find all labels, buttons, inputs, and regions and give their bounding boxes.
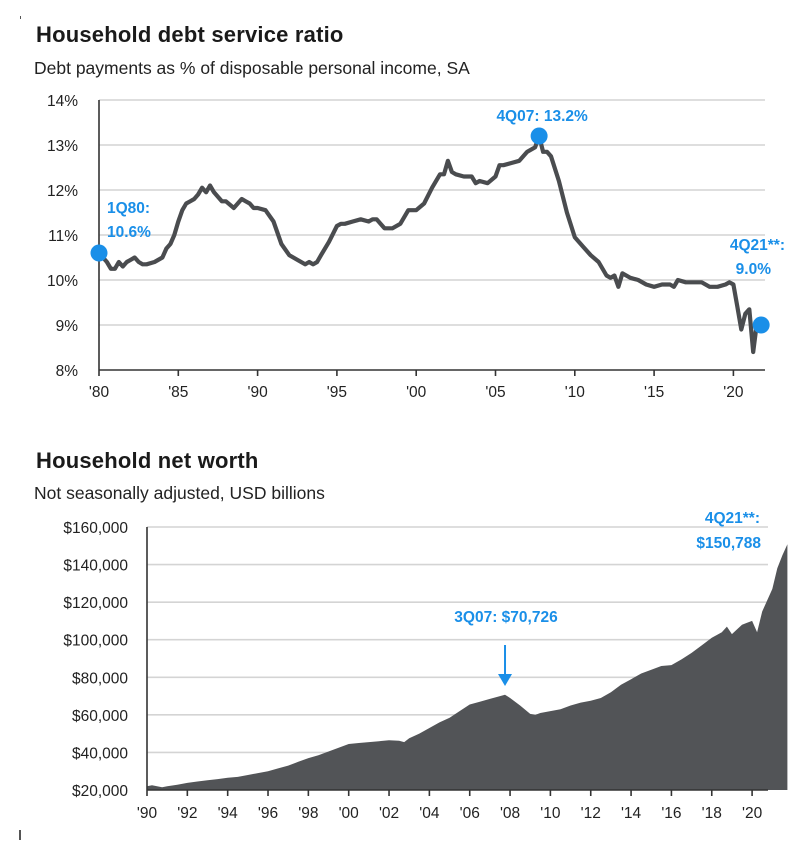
x-tick-label: '20 — [723, 384, 744, 401]
y-tick-label: 10% — [47, 273, 78, 290]
annotation-arrow-head — [498, 674, 513, 686]
networth-chart-title: Household net worth — [36, 448, 259, 473]
y-tick-label: 13% — [47, 138, 78, 155]
x-tick-label: '15 — [644, 384, 664, 401]
stray-mark — [20, 16, 21, 19]
x-tick-label: '85 — [168, 384, 188, 401]
x-tick-label: '95 — [327, 384, 347, 401]
highlight-marker — [752, 316, 770, 334]
x-tick-label: '10 — [540, 805, 561, 822]
y-tick-label: $20,000 — [72, 783, 128, 800]
x-tick-label: '02 — [379, 805, 399, 822]
y-tick-label: 11% — [48, 228, 78, 245]
x-tick-label: '06 — [460, 805, 480, 822]
annotation-label: 10.6% — [107, 224, 151, 241]
x-tick-label: '04 — [419, 805, 440, 822]
x-tick-label: '90 — [137, 805, 158, 822]
y-tick-label: 12% — [47, 183, 78, 200]
y-tick-label: $80,000 — [72, 670, 128, 687]
annotation-label: 9.0% — [736, 261, 772, 278]
x-tick-label: '10 — [565, 384, 586, 401]
y-tick-label: $120,000 — [63, 595, 128, 612]
debt-chart-subtitle: Debt payments as % of disposable persona… — [34, 58, 470, 78]
y-tick-label: 9% — [56, 318, 79, 335]
x-tick-label: '20 — [742, 805, 763, 822]
annotation-label: 4Q07: 13.2% — [496, 108, 588, 125]
annotation-label: 4Q21**: — [705, 510, 760, 527]
x-tick-label: '12 — [581, 805, 601, 822]
stray-mark — [19, 830, 21, 840]
debt-chart — [90, 99, 770, 376]
debt-chart-title: Household debt service ratio — [36, 22, 344, 47]
networth-chart-subtitle: Not seasonally adjusted, USD billions — [34, 483, 325, 503]
debt-ratio-line — [96, 133, 764, 355]
y-tick-label: 8% — [56, 363, 79, 380]
networth-chart — [146, 526, 788, 796]
x-tick-label: '80 — [89, 384, 110, 401]
x-tick-label: '08 — [500, 805, 520, 822]
y-tick-label: $40,000 — [72, 745, 128, 762]
annotation-label: 1Q80: — [107, 200, 150, 217]
annotation-label: 4Q21**: — [730, 237, 785, 254]
x-tick-label: '18 — [702, 805, 722, 822]
x-tick-label: '16 — [661, 805, 681, 822]
x-tick-label: '00 — [339, 805, 360, 822]
highlight-marker — [90, 244, 108, 262]
x-tick-label: '14 — [621, 805, 642, 822]
x-tick-label: '90 — [247, 384, 268, 401]
highlight-marker — [530, 127, 548, 145]
x-tick-label: '96 — [258, 805, 278, 822]
networth-area — [147, 544, 788, 790]
y-tick-label: $60,000 — [72, 708, 128, 725]
x-tick-label: '98 — [298, 805, 318, 822]
x-tick-label: '05 — [485, 384, 505, 401]
x-tick-label: '00 — [406, 384, 427, 401]
x-tick-label: '92 — [177, 805, 197, 822]
y-tick-label: $100,000 — [63, 633, 128, 650]
y-tick-label: 14% — [47, 93, 78, 110]
y-tick-label: $140,000 — [63, 558, 128, 575]
x-tick-label: '94 — [218, 805, 239, 822]
y-tick-label: $160,000 — [63, 520, 128, 537]
annotation-label: 3Q07: $70,726 — [454, 609, 558, 626]
annotation-label: $150,788 — [696, 535, 761, 552]
